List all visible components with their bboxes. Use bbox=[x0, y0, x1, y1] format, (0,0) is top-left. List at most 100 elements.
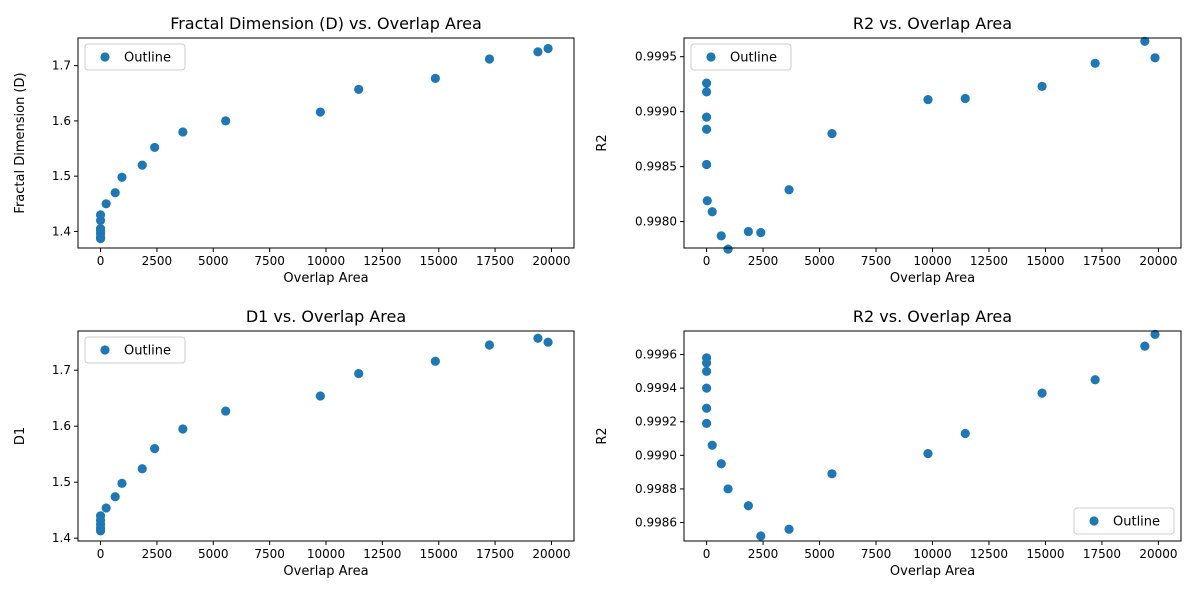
data-point bbox=[95, 511, 106, 521]
x-tick-label: 12500 bbox=[970, 254, 1008, 268]
x-tick-label: 10000 bbox=[913, 254, 951, 268]
y-axis-label: Fractal Dimension (D) bbox=[13, 72, 28, 213]
x-tick-label: 7500 bbox=[861, 547, 892, 561]
data-point bbox=[784, 185, 794, 195]
x-tick-label: 7500 bbox=[861, 254, 892, 268]
legend-label: Outline bbox=[1113, 515, 1160, 530]
data-point bbox=[1090, 375, 1100, 385]
legend-box bbox=[84, 336, 186, 364]
legend-box bbox=[1073, 507, 1175, 535]
y-tick-label: 0.9988 bbox=[635, 482, 677, 496]
chart-panel-2: 0 2500 5000 7500 10000 12500 15000 17500 20000 0.… bbox=[595, 14, 1182, 286]
data-point bbox=[1150, 329, 1160, 339]
y-tick-label: 1.4 bbox=[52, 531, 71, 545]
chart-title: Fractal Dimension (D) vs. Overlap Area bbox=[170, 14, 482, 33]
x-tick-label: 15000 bbox=[420, 547, 458, 561]
data-point bbox=[101, 199, 111, 209]
x-tick-label: 17500 bbox=[1083, 254, 1121, 268]
x-tick-label: 15000 bbox=[420, 254, 458, 268]
data-point bbox=[756, 531, 766, 541]
data-point bbox=[101, 503, 111, 513]
data-point bbox=[484, 340, 495, 350]
data-point bbox=[701, 383, 712, 393]
data-point bbox=[354, 84, 364, 94]
data-point bbox=[723, 484, 733, 494]
legend-box bbox=[84, 43, 186, 71]
data-point bbox=[354, 368, 364, 379]
y-tick-label: 1.7 bbox=[52, 363, 71, 377]
y-tick-label: 0.9986 bbox=[635, 516, 677, 530]
data-point bbox=[137, 160, 147, 170]
data-point bbox=[743, 226, 753, 237]
data-point bbox=[221, 116, 231, 126]
y-tick-label: 1.6 bbox=[52, 114, 71, 128]
data-point bbox=[1037, 81, 1047, 91]
x-tick-label: 10000 bbox=[913, 547, 951, 561]
data-point bbox=[701, 87, 712, 97]
data-point bbox=[110, 492, 120, 502]
data-point bbox=[221, 406, 231, 416]
data-point bbox=[533, 333, 543, 343]
data-point bbox=[827, 469, 837, 479]
data-point bbox=[1140, 341, 1150, 351]
x-tick-label: 5000 bbox=[198, 254, 229, 268]
x-tick-label: 20000 bbox=[532, 254, 570, 268]
chart-title: R2 vs. Overlap Area bbox=[853, 14, 1012, 33]
y-axis-label: R2 bbox=[595, 134, 610, 151]
y-tick-label: 1.5 bbox=[52, 169, 71, 183]
data-point bbox=[784, 524, 794, 534]
data-point bbox=[150, 444, 160, 454]
legend-label: Outline bbox=[730, 51, 777, 66]
data-point bbox=[701, 124, 712, 134]
y-tick-label: 0.9994 bbox=[635, 381, 677, 395]
data-point bbox=[137, 464, 147, 474]
y-tick-label: 1.4 bbox=[52, 224, 71, 238]
y-tick-label: 0.9995 bbox=[635, 50, 677, 64]
chart-title: R2 vs. Overlap Area bbox=[853, 307, 1012, 326]
x-tick-label: 12500 bbox=[970, 547, 1008, 561]
data-point bbox=[701, 112, 712, 122]
legend: Outline bbox=[1073, 507, 1175, 535]
data-point bbox=[701, 358, 712, 368]
y-tick-label: 0.9985 bbox=[635, 160, 677, 174]
x-tick-label: 2500 bbox=[142, 254, 173, 268]
data-point bbox=[430, 73, 440, 83]
data-point bbox=[923, 94, 933, 105]
data-point bbox=[117, 172, 127, 182]
data-point bbox=[178, 424, 188, 434]
data-point bbox=[716, 231, 726, 241]
x-tick-label: 0 bbox=[97, 547, 105, 561]
data-point bbox=[95, 210, 106, 220]
data-point bbox=[1090, 58, 1100, 68]
data-point bbox=[110, 188, 120, 198]
x-tick-label: 7500 bbox=[254, 547, 285, 561]
x-axis-label: Overlap Area bbox=[283, 271, 368, 286]
chart-panel-3: 0 2500 5000 7500 10000 12500 15000 17500 20000 1.… bbox=[13, 307, 575, 579]
x-tick-label: 17500 bbox=[1083, 547, 1121, 561]
data-point bbox=[430, 356, 440, 366]
data-point bbox=[178, 127, 188, 137]
data-point bbox=[543, 43, 553, 54]
x-tick-label: 5000 bbox=[804, 254, 835, 268]
x-tick-label: 15000 bbox=[1026, 254, 1064, 268]
chart-title: D1 vs. Overlap Area bbox=[246, 307, 406, 326]
data-point bbox=[716, 459, 726, 469]
data-point bbox=[827, 129, 837, 139]
x-tick-label: 20000 bbox=[1139, 547, 1177, 561]
x-tick-label: 17500 bbox=[476, 547, 514, 561]
data-point bbox=[1037, 388, 1047, 398]
x-tick-label: 10000 bbox=[307, 547, 345, 561]
data-point bbox=[723, 244, 733, 254]
legend-marker bbox=[706, 52, 716, 62]
legend-marker bbox=[100, 52, 110, 62]
data-point bbox=[743, 501, 753, 511]
legend: Outline bbox=[690, 43, 792, 71]
x-tick-label: 0 bbox=[703, 547, 711, 561]
legend-box bbox=[690, 43, 792, 71]
data-point bbox=[702, 196, 712, 206]
x-tick-label: 0 bbox=[97, 254, 105, 268]
x-tick-label: 20000 bbox=[532, 547, 570, 561]
y-tick-label: 1.5 bbox=[52, 475, 71, 489]
legend-marker bbox=[1089, 516, 1099, 526]
